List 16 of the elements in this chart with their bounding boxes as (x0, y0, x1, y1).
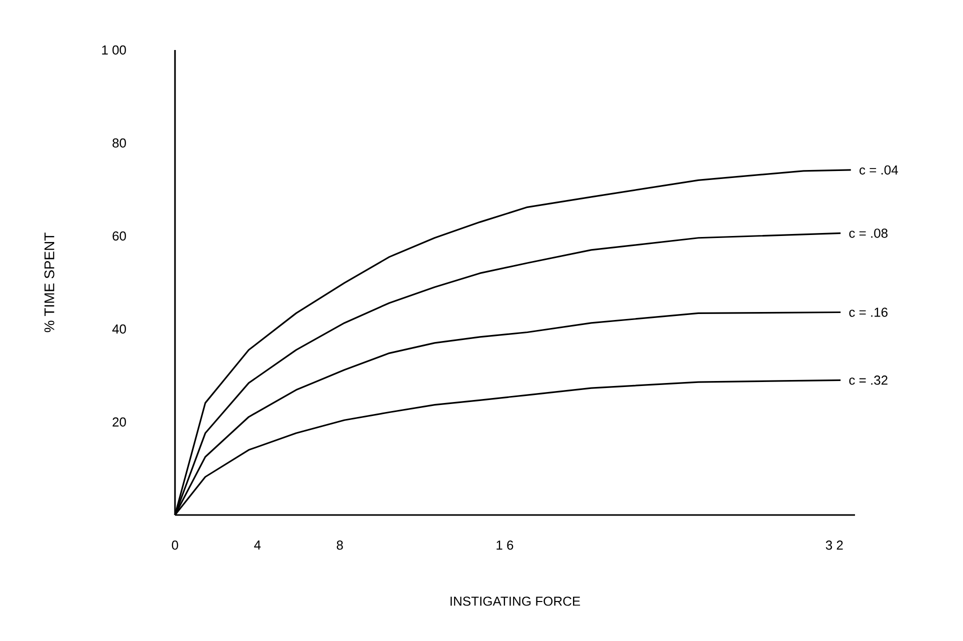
x-axis-title: INSTIGATING FORCE (450, 596, 580, 606)
series-label: c = .16 (849, 308, 888, 317)
y-axis-title: % TIME SPENT (44, 232, 54, 332)
y-tick-label: 60 (112, 231, 126, 241)
x-tick-label: 1 6 (496, 540, 514, 550)
y-tick-label: 40 (112, 324, 126, 334)
x-tick-label: 0 (172, 540, 178, 550)
series-label: c = .08 (849, 228, 888, 238)
y-tick-label: 80 (112, 138, 126, 148)
x-tick-label: 4 (254, 540, 261, 550)
y-tick-label: 20 (112, 417, 126, 427)
y-tick-label: 1 00 (102, 45, 126, 55)
x-tick-label: 8 (336, 540, 343, 550)
x-tick-label: 3 2 (826, 540, 843, 550)
series-label: c = .04 (860, 165, 898, 175)
series-label: c = .32 (849, 376, 888, 385)
